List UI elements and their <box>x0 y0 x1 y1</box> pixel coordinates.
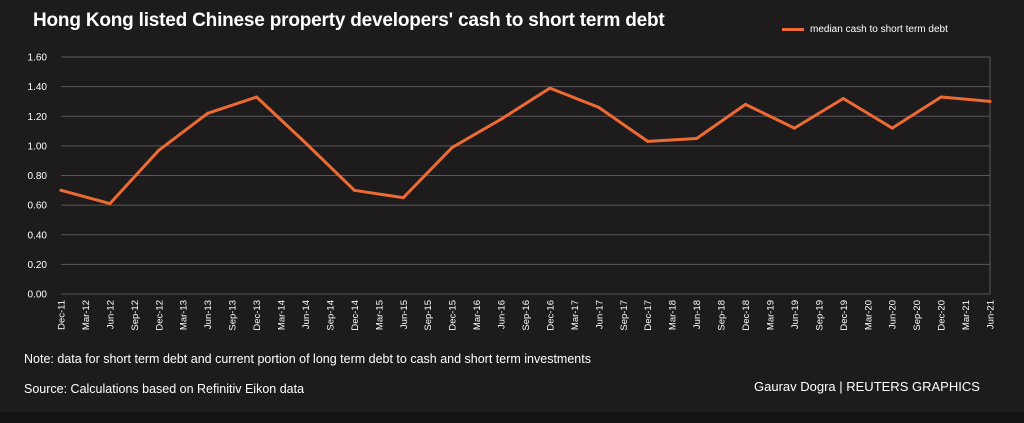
x-tick-label: Jun-17 <box>594 300 605 329</box>
y-tick-label: 0.80 <box>28 171 48 182</box>
x-tick-label: Sep-13 <box>228 300 239 331</box>
x-tick-label: Sep-19 <box>814 300 825 331</box>
data-point <box>255 95 259 99</box>
x-tick-label: Dec-18 <box>741 300 752 331</box>
y-tick-label: 1.20 <box>28 112 48 123</box>
x-tick-label: Dec-13 <box>252 300 263 331</box>
x-tick-label: Mar-20 <box>863 300 874 330</box>
x-tick-label: Dec-12 <box>154 300 165 331</box>
bottom-band <box>0 412 1024 423</box>
chart-credit: Gaurav Dogra | REUTERS GRAPHICS <box>754 379 980 394</box>
y-tick-label: 1.00 <box>28 141 48 152</box>
x-tick-label: Dec-16 <box>545 300 556 331</box>
legend-label: median cash to short term debt <box>810 24 948 35</box>
x-tick-label: Jun-14 <box>301 300 312 329</box>
data-point <box>890 126 894 130</box>
x-tick-label: Sep-17 <box>619 300 630 331</box>
x-tick-label: Mar-17 <box>570 300 581 330</box>
y-tick-label: 1.60 <box>28 53 48 64</box>
x-tick-label: Mar-19 <box>765 300 776 330</box>
data-point <box>646 139 650 143</box>
x-tick-label: Sep-12 <box>130 300 141 331</box>
x-tick-label: Sep-16 <box>521 300 532 331</box>
data-point <box>59 188 63 192</box>
x-tick-label: Jun-20 <box>888 300 899 329</box>
data-point <box>499 117 503 121</box>
x-tick-label: Jun-16 <box>497 300 508 329</box>
x-tick-label: Dec-15 <box>448 300 459 331</box>
x-tick-label: Mar-16 <box>472 300 483 330</box>
x-tick-label: Mar-15 <box>374 300 385 330</box>
data-point <box>841 96 845 100</box>
x-tick-label: Dec-20 <box>937 300 948 331</box>
data-point <box>206 111 210 115</box>
y-tick-label: 0.20 <box>28 260 48 271</box>
chart-note: Note: data for short term debt and curre… <box>24 352 591 366</box>
data-point <box>744 102 748 106</box>
y-tick-label: 0.60 <box>28 201 48 212</box>
x-tick-label: Mar-12 <box>81 300 92 330</box>
x-tick-label: Dec-17 <box>643 300 654 331</box>
data-point <box>157 148 161 152</box>
x-tick-label: Sep-18 <box>717 300 728 331</box>
x-tick-label: Mar-18 <box>668 300 679 330</box>
x-tick-label: Sep-20 <box>912 300 923 331</box>
x-tick-label: Dec-14 <box>350 300 361 331</box>
y-tick-label: 0.00 <box>28 290 48 301</box>
x-tick-label: Sep-15 <box>423 300 434 331</box>
x-tick-label: Sep-14 <box>325 300 336 331</box>
data-point <box>695 136 699 140</box>
data-point <box>450 145 454 149</box>
x-tick-label: Dec-11 <box>57 300 68 330</box>
legend-swatch <box>782 28 804 31</box>
x-tick-label: Jun-15 <box>399 300 410 329</box>
x-tick-label: Mar-13 <box>179 300 190 330</box>
y-tick-label: 1.40 <box>28 82 48 93</box>
data-point <box>108 202 112 206</box>
legend: median cash to short term debt <box>782 24 948 35</box>
data-point <box>303 141 307 145</box>
data-point <box>548 86 552 90</box>
series-line <box>59 86 992 206</box>
x-tick-label: Jun-21 <box>986 300 997 329</box>
y-tick-label: 0.40 <box>28 230 48 241</box>
x-tick-label: Jun-18 <box>692 300 703 329</box>
x-tick-label: Mar-14 <box>277 300 288 330</box>
data-point <box>597 105 601 109</box>
data-point <box>939 95 943 99</box>
chart-title: Hong Kong listed Chinese property develo… <box>33 10 665 31</box>
data-point <box>401 196 405 200</box>
x-tick-label: Mar-21 <box>961 300 972 330</box>
chart-source: Source: Calculations based on Refinitiv … <box>24 382 305 396</box>
data-point <box>792 126 796 130</box>
x-tick-label: Jun-13 <box>203 300 214 329</box>
data-point <box>988 99 992 103</box>
x-tick-label: Dec-19 <box>839 300 850 331</box>
x-tick-label: Jun-19 <box>790 300 801 329</box>
data-point <box>352 188 356 192</box>
x-tick-label: Jun-12 <box>105 300 116 329</box>
